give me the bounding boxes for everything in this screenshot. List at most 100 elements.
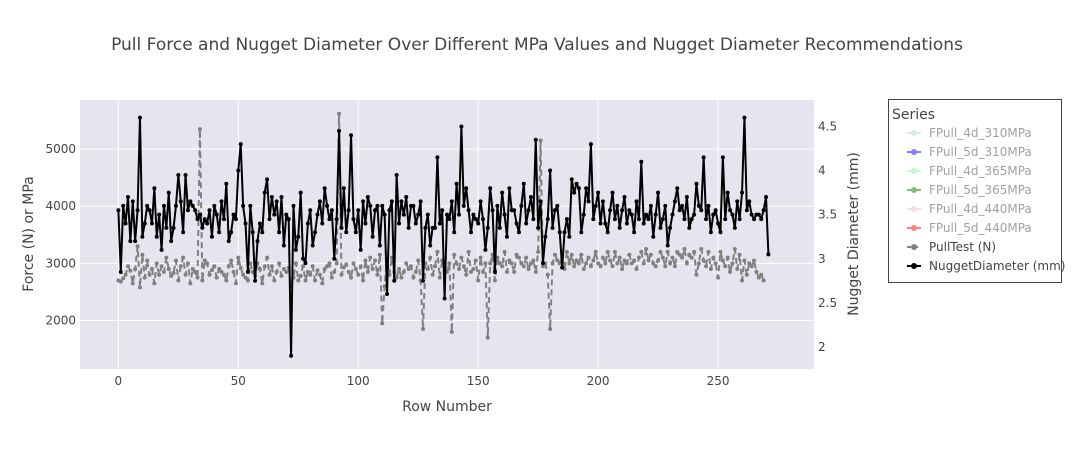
legend-items: FPull_4d_310MPa FPull_5d_310MPa FPull_4d_3… xyxy=(907,126,1065,273)
data-point xyxy=(394,275,399,280)
data-point xyxy=(255,239,260,244)
data-point xyxy=(600,199,605,204)
legend-item-fpull-5d-365mpa[interactable]: FPull_5d_365MPa xyxy=(907,183,1032,197)
data-point xyxy=(269,195,274,200)
data-point xyxy=(308,272,313,277)
data-point xyxy=(272,278,277,283)
legend-item-fpull-4d-365mpa[interactable]: FPull_4d_365MPa xyxy=(907,164,1032,178)
data-point xyxy=(322,267,327,272)
data-point xyxy=(752,217,757,222)
data-point xyxy=(272,212,277,217)
data-point xyxy=(164,225,169,230)
y-left-tick-label: 4000 xyxy=(45,199,76,213)
data-point xyxy=(480,269,485,274)
data-point xyxy=(485,335,490,340)
data-point xyxy=(358,264,363,269)
data-point xyxy=(730,212,735,217)
data-point xyxy=(557,230,562,235)
data-point xyxy=(166,267,171,272)
series-pulltest-n xyxy=(116,111,766,340)
data-point xyxy=(483,247,488,252)
data-point xyxy=(277,230,282,235)
data-point xyxy=(677,252,682,257)
data-point xyxy=(488,186,493,191)
data-point xyxy=(178,264,183,269)
data-point xyxy=(123,221,128,226)
y-right-tick-label: 4 xyxy=(818,164,826,178)
data-point xyxy=(121,276,126,281)
data-point xyxy=(696,261,701,266)
data-point xyxy=(596,190,601,195)
data-point xyxy=(281,243,286,248)
data-point xyxy=(644,247,649,252)
data-point xyxy=(226,264,231,269)
data-point xyxy=(135,244,140,249)
data-point xyxy=(243,275,248,280)
legend-item-fpull-5d-310mpa[interactable]: FPull_5d_310MPa xyxy=(907,145,1032,159)
data-point xyxy=(303,261,308,266)
data-point xyxy=(716,275,721,280)
data-point xyxy=(504,269,509,274)
data-point xyxy=(672,264,677,269)
data-point xyxy=(538,138,543,143)
data-point xyxy=(416,212,421,217)
data-point xyxy=(468,269,473,274)
data-point xyxy=(648,203,653,208)
data-point xyxy=(209,234,214,239)
data-point xyxy=(658,249,663,254)
data-point xyxy=(454,261,459,266)
data-point xyxy=(521,264,526,269)
data-point xyxy=(159,264,164,269)
legend-label: FPull_5d_440MPa xyxy=(929,221,1032,235)
data-point xyxy=(313,230,318,235)
data-point xyxy=(634,199,639,204)
data-point xyxy=(425,212,430,217)
data-point xyxy=(303,278,308,283)
data-point xyxy=(291,203,296,208)
data-point xyxy=(185,208,190,213)
data-point xyxy=(689,217,694,222)
data-point xyxy=(267,217,272,222)
data-point xyxy=(250,230,255,235)
data-point xyxy=(188,281,193,286)
data-point xyxy=(504,234,509,239)
data-point xyxy=(591,217,596,222)
data-point xyxy=(759,272,764,277)
data-point xyxy=(663,203,668,208)
data-point xyxy=(704,217,709,222)
data-point xyxy=(660,255,665,260)
data-point xyxy=(598,264,603,269)
data-point xyxy=(514,252,519,257)
data-point xyxy=(363,258,368,263)
data-point xyxy=(125,264,130,269)
legend-item-nuggetdiameter-mm[interactable]: NuggetDiameter (mm) xyxy=(907,259,1065,273)
data-point xyxy=(334,261,339,266)
data-point xyxy=(718,230,723,235)
data-point xyxy=(761,278,766,283)
data-point xyxy=(284,212,289,217)
data-point xyxy=(526,208,531,213)
data-point xyxy=(212,203,217,208)
legend-item-fpull-5d-440mpa[interactable]: FPull_5d_440MPa xyxy=(907,221,1032,235)
data-point xyxy=(332,256,337,261)
data-point xyxy=(478,255,483,260)
data-point xyxy=(473,217,478,222)
data-point xyxy=(224,278,229,283)
data-point xyxy=(116,208,121,213)
data-point xyxy=(281,267,286,272)
data-point xyxy=(315,212,320,217)
legend-item-pulltest-n[interactable]: PullTest (N) xyxy=(907,240,996,254)
legend-item-fpull-4d-440mpa[interactable]: FPull_4d_440MPa xyxy=(907,202,1032,216)
data-point xyxy=(121,203,126,208)
data-point xyxy=(293,261,298,266)
legend-item-fpull-4d-310mpa[interactable]: FPull_4d_310MPa xyxy=(907,126,1032,140)
legend-swatch-marker xyxy=(911,263,917,269)
data-point xyxy=(262,264,267,269)
data-point xyxy=(301,256,306,261)
data-point xyxy=(382,212,387,217)
data-point xyxy=(286,217,291,222)
data-point xyxy=(231,212,236,217)
data-point xyxy=(456,212,461,217)
data-point xyxy=(615,203,620,208)
